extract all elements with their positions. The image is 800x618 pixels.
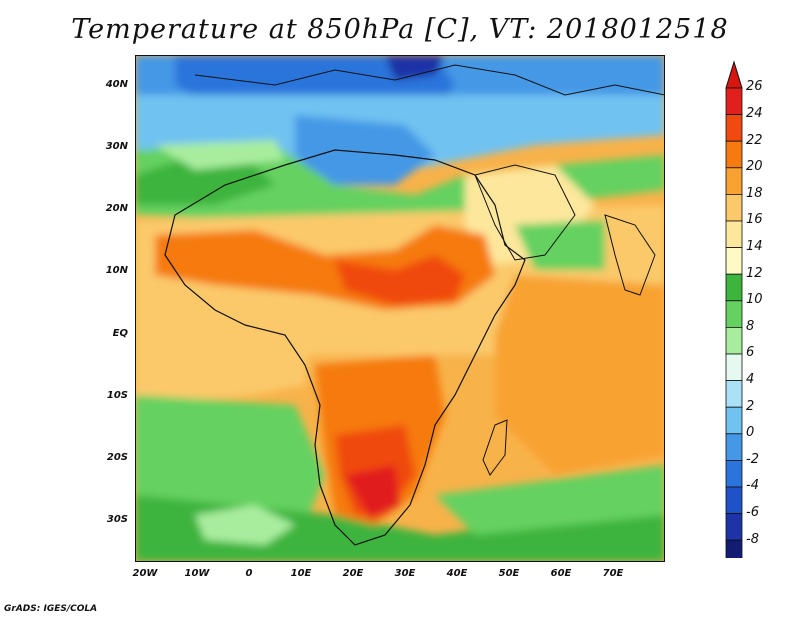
lat-label-10s: 10S bbox=[106, 390, 128, 401]
lon-label-50e: 50E bbox=[498, 568, 520, 579]
africa-coastline bbox=[164, 149, 526, 546]
colorbar-label-26: 26 bbox=[746, 79, 763, 94]
grads-credit: GrADS: IGES/COLA bbox=[4, 604, 98, 614]
colorbar-label-24: 24 bbox=[746, 106, 763, 121]
colorbar-label-4: 4 bbox=[746, 372, 755, 387]
colorbar-label-neg8: -8 bbox=[746, 532, 759, 547]
lat-label-30n: 30N bbox=[105, 141, 128, 152]
lon-label-70e: 70E bbox=[602, 568, 624, 579]
madagascar-outline bbox=[482, 419, 508, 476]
colorbar-box bbox=[725, 353, 743, 382]
colorbar-box bbox=[725, 486, 743, 515]
lon-label-60e: 60E bbox=[550, 568, 572, 579]
lat-label-40n: 40N bbox=[105, 79, 128, 90]
map-title: Temperature at 850hPa [C], VT: 201801251… bbox=[71, 14, 729, 45]
lat-label-20s: 20S bbox=[106, 452, 128, 463]
lon-label-0: 0 bbox=[245, 568, 253, 579]
colorbar bbox=[725, 60, 743, 558]
lon-label-10e: 10E bbox=[290, 568, 312, 579]
lat-label-10n: 10N bbox=[105, 265, 128, 276]
colorbar-label-20: 20 bbox=[746, 159, 763, 174]
colorbar-label-neg4: -4 bbox=[746, 478, 759, 493]
colorbar-label-10: 10 bbox=[746, 292, 763, 307]
europe-outline bbox=[194, 64, 665, 96]
colorbar-box bbox=[725, 326, 743, 355]
colorbar-box bbox=[725, 247, 743, 275]
lon-label-20w: 20W bbox=[132, 568, 158, 579]
colorbar-label-2: 2 bbox=[746, 399, 755, 414]
colorbar-box bbox=[725, 300, 743, 328]
colorbar-box bbox=[725, 193, 743, 222]
colorbar-label-14: 14 bbox=[746, 239, 763, 254]
colorbar-box bbox=[725, 114, 743, 142]
lat-label-30s: 30S bbox=[106, 514, 128, 525]
colorbar-box bbox=[725, 539, 743, 558]
lat-label-eq: EQ bbox=[112, 328, 128, 339]
colorbar-box bbox=[725, 220, 743, 249]
colorbar-top-arrow bbox=[725, 60, 743, 89]
lon-label-40e: 40E bbox=[446, 568, 468, 579]
lon-label-30e: 30E bbox=[394, 568, 416, 579]
india-outline bbox=[604, 214, 656, 296]
colorbar-box bbox=[725, 513, 743, 541]
colorbar-box bbox=[725, 140, 743, 169]
colorbar-label-8: 8 bbox=[746, 319, 755, 334]
colorbar-box bbox=[725, 167, 743, 195]
colorbar-box bbox=[725, 406, 743, 435]
lon-label-10w: 10W bbox=[184, 568, 210, 579]
temperature-map bbox=[135, 55, 665, 562]
arabia-outline bbox=[474, 164, 576, 261]
colorbar-box bbox=[725, 459, 743, 488]
colorbar-label-12: 12 bbox=[746, 266, 763, 281]
lat-label-20n: 20N bbox=[105, 203, 128, 214]
colorbar-label-22: 22 bbox=[746, 133, 763, 148]
colorbar-label-6: 6 bbox=[746, 345, 755, 360]
colorbar-label-neg2: -2 bbox=[746, 452, 759, 467]
lon-label-20e: 20E bbox=[342, 568, 364, 579]
colorbar-label-0: 0 bbox=[746, 425, 755, 440]
colorbar-box bbox=[725, 380, 743, 408]
colorbar-label-neg6: -6 bbox=[746, 505, 759, 520]
colorbar-label-16: 16 bbox=[746, 212, 763, 227]
colorbar-box bbox=[725, 273, 743, 302]
colorbar-label-18: 18 bbox=[746, 186, 763, 201]
colorbar-box bbox=[725, 87, 743, 116]
colorbar-box bbox=[725, 433, 743, 461]
